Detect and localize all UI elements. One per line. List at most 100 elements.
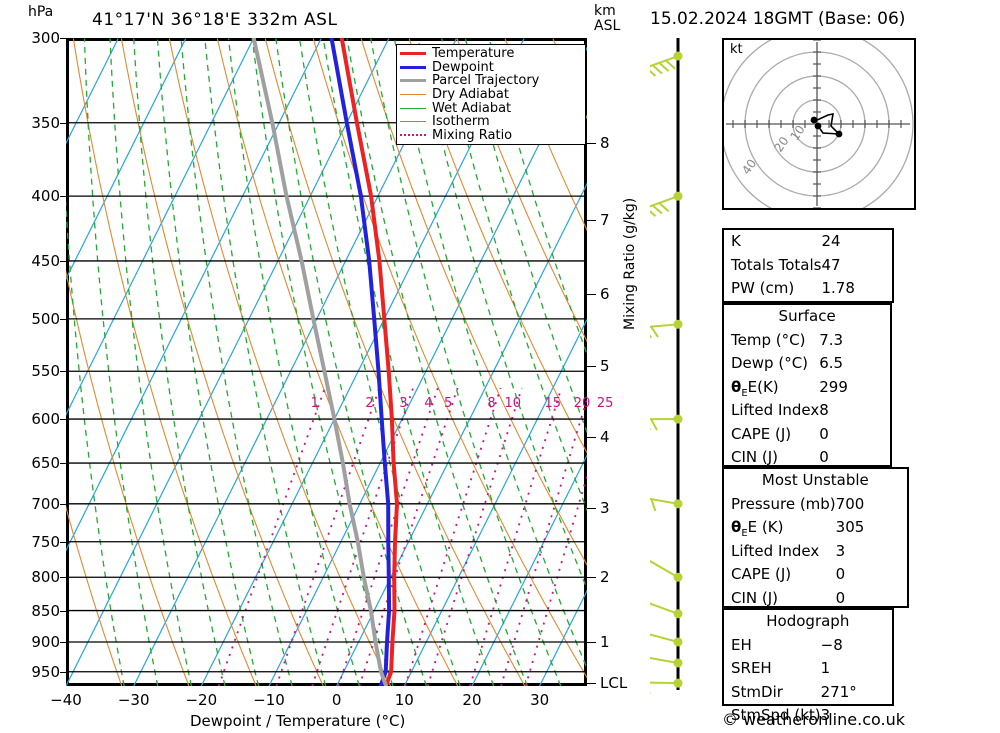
panel-row-value: 24 <box>821 232 841 250</box>
height-tick-label: 8 <box>600 133 610 152</box>
panel-row: θEE (K) 305 <box>724 516 907 540</box>
skewt-chart-frame <box>66 38 587 686</box>
surface-panel: Surface Temp (°C) 7.3 Dewp (°C) 6.5 θEE(K) 299… <box>722 303 893 467</box>
pressure-tick-label: 950 <box>31 662 60 681</box>
panel-row-value: 1.78 <box>821 279 855 297</box>
panel-row-value: 3 <box>820 706 831 724</box>
pressure-tick <box>60 38 68 39</box>
mixing-ratio-label: 5 <box>444 396 453 412</box>
panel-row-key: θEE (K) <box>731 518 784 539</box>
pressure-tick <box>60 503 68 505</box>
legend-item: Parcel Trajectory <box>400 74 582 88</box>
hodograph-unit-label: kt <box>730 42 743 57</box>
panel-row-value: 47 <box>821 255 841 274</box>
legend-swatch-icon <box>400 121 426 123</box>
panel-row: CAPE (J) 0 <box>724 563 907 587</box>
panel-row: CIN (J) 0 <box>724 587 907 611</box>
pressure-tick-label: 300 <box>31 29 60 47</box>
height-tick <box>587 142 596 144</box>
height-unit-label: km ASL <box>594 3 621 34</box>
legend-label: Parcel Trajectory <box>432 73 540 89</box>
legend-swatch-icon <box>400 65 426 69</box>
panel-row-value: 3 <box>835 541 846 560</box>
panel-row-value: 299 <box>819 377 848 396</box>
pressure-tick <box>60 577 68 579</box>
pressure-tick <box>60 371 68 373</box>
panel-row-key: Dewp (°C) <box>731 354 809 372</box>
pressure-tick-label: 850 <box>31 601 60 620</box>
panel-row-key: StmSpd (kt) <box>731 706 821 724</box>
panel-title: Most Unstable <box>761 471 869 489</box>
pressure-tick <box>60 196 68 198</box>
skewt-plot <box>66 38 587 686</box>
most-unstable-panel: Most Unstable Pressure (mb) 700 θEE (K) 305 L… <box>722 467 909 608</box>
pressure-tick-label: 800 <box>31 568 60 587</box>
legend-swatch-icon <box>400 134 426 137</box>
mixing-ratio-label: 8 <box>487 396 496 412</box>
legend-item: Dewpoint <box>400 61 582 75</box>
height-tick <box>587 437 596 439</box>
panel-row: Pressure (mb) 700 <box>724 493 907 517</box>
panel-row-value: 271° <box>820 682 857 701</box>
panel-row-key: CAPE (J) <box>731 424 792 443</box>
mixing-ratio-label: 2 <box>365 396 374 412</box>
legend-label: Dewpoint <box>432 59 494 75</box>
panel-row: Dewp (°C) 6.5 <box>724 352 890 376</box>
panel-row-value: 6.5 <box>819 354 844 372</box>
lcl-label: LCL <box>600 674 628 692</box>
panel-row-value: 1 <box>820 659 831 677</box>
pressure-tick <box>60 463 68 465</box>
panel-row: SREH 1 <box>724 657 892 681</box>
pressure-tick-label: 700 <box>31 494 60 513</box>
pressure-tick-label: 650 <box>31 454 60 473</box>
height-tick-label: 5 <box>600 357 610 376</box>
legend-item: Dry Adiabat <box>400 88 582 102</box>
legend-swatch-icon <box>400 79 426 83</box>
wind-barb-column <box>650 38 683 694</box>
legend-item: Isotherm <box>400 115 582 129</box>
panel-row-value: 305 <box>835 518 865 536</box>
lcl-tick <box>587 683 596 684</box>
legend-label: Isotherm <box>432 114 490 130</box>
mixing-ratio-axis-title: Mixing Ratio (g/kg) <box>622 197 638 330</box>
panel-row: Temp (°C) 7.3 <box>724 329 890 353</box>
panel-title: Hodograph <box>766 612 850 630</box>
height-tick <box>587 641 596 643</box>
height-tick <box>587 220 596 222</box>
temperature-tick-label: −10 <box>253 691 285 709</box>
height-tick <box>587 294 596 296</box>
legend-item: Wet Adiabat <box>400 101 582 115</box>
height-tick-label: 4 <box>600 428 610 447</box>
panel-row-value: 0 <box>835 565 846 583</box>
temperature-tick-label: 20 <box>462 691 482 709</box>
pressure-tick-label: 750 <box>31 532 60 551</box>
x-axis-title: Dewpoint / Temperature (°C) <box>190 712 406 730</box>
panel-row-key: StmDir <box>731 682 783 701</box>
height-tick <box>587 507 596 509</box>
legend-label: Mixing Ratio <box>432 127 513 143</box>
page-title: 41°17'N 36°18'E 332m ASL <box>92 10 338 30</box>
panel-row-key: K <box>731 232 741 250</box>
height-tick-label: 6 <box>600 285 610 304</box>
panel-row-key: CIN (J) <box>731 588 779 607</box>
pressure-tick-label: 550 <box>31 362 60 381</box>
pressure-tick-label: 450 <box>31 251 60 270</box>
panel-row: Lifted Index 3 <box>724 540 907 564</box>
mixing-ratio-label: 10 <box>504 396 522 412</box>
pressure-tick <box>60 610 68 612</box>
panel-row: EH −8 <box>724 634 892 658</box>
panel-title: Surface <box>778 307 836 325</box>
panel-row: Totals Totals 47 <box>724 254 892 278</box>
panel-row-key: EH <box>731 635 752 654</box>
pressure-tick-label: 500 <box>31 309 60 328</box>
mixing-ratio-label: 3 <box>399 396 408 412</box>
pressure-unit-label: hPa <box>28 4 54 20</box>
height-tick-label: 2 <box>600 568 610 587</box>
panel-row-value: 7.3 <box>819 330 844 349</box>
panel-row-value: 0 <box>835 588 846 607</box>
panel-row-key: Pressure (mb) <box>731 494 836 513</box>
panel-row: K 24 <box>724 230 892 254</box>
chart-legend: Temperature Dewpoint Parcel Trajectory Dry … <box>396 44 586 146</box>
height-tick <box>587 366 596 368</box>
